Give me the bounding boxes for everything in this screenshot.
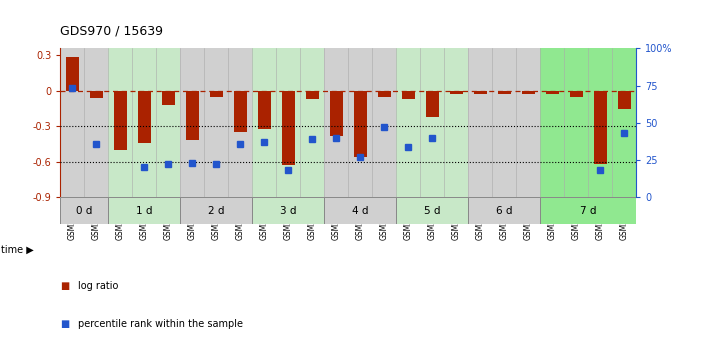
Bar — [138, 91, 151, 143]
Bar — [469, 197, 540, 224]
Bar — [570, 91, 583, 97]
Bar — [402, 91, 415, 99]
Text: 6 d: 6 d — [496, 206, 513, 216]
Bar — [258, 91, 271, 129]
Bar — [162, 91, 175, 105]
Bar — [378, 91, 391, 97]
Bar — [109, 48, 181, 197]
Bar — [354, 91, 367, 157]
Bar — [474, 91, 487, 95]
Bar — [498, 91, 511, 95]
Bar — [60, 48, 109, 197]
Bar — [109, 197, 181, 224]
Text: log ratio: log ratio — [78, 282, 119, 291]
Text: GDS970 / 15639: GDS970 / 15639 — [60, 24, 164, 37]
Bar — [594, 91, 607, 164]
Bar — [469, 48, 540, 197]
Bar — [450, 91, 463, 95]
Bar — [60, 197, 109, 224]
Text: 4 d: 4 d — [352, 206, 368, 216]
Bar — [282, 91, 295, 165]
Bar — [324, 197, 397, 224]
Text: 2 d: 2 d — [208, 206, 225, 216]
Bar — [397, 48, 469, 197]
Text: time ▶: time ▶ — [1, 245, 34, 255]
Text: 3 d: 3 d — [280, 206, 296, 216]
Text: ■: ■ — [60, 282, 70, 291]
Bar — [252, 48, 324, 197]
Text: percentile rank within the sample: percentile rank within the sample — [78, 319, 243, 329]
Bar — [546, 91, 559, 95]
Bar — [397, 197, 469, 224]
Bar — [181, 197, 252, 224]
Bar — [618, 91, 631, 109]
Bar — [522, 91, 535, 95]
Bar — [90, 91, 103, 98]
Text: ■: ■ — [60, 319, 70, 329]
Bar — [306, 91, 319, 99]
Text: 5 d: 5 d — [424, 206, 441, 216]
Text: 7 d: 7 d — [580, 206, 597, 216]
Bar — [324, 48, 397, 197]
Text: 1 d: 1 d — [137, 206, 153, 216]
Bar — [252, 197, 324, 224]
Bar — [330, 91, 343, 136]
Bar — [234, 91, 247, 132]
Bar — [114, 91, 127, 150]
Bar — [540, 48, 636, 197]
Bar — [66, 57, 79, 91]
Bar — [181, 48, 252, 197]
Bar — [540, 197, 636, 224]
Bar — [186, 91, 199, 140]
Bar — [426, 91, 439, 117]
Text: 0 d: 0 d — [76, 206, 92, 216]
Bar — [210, 91, 223, 97]
